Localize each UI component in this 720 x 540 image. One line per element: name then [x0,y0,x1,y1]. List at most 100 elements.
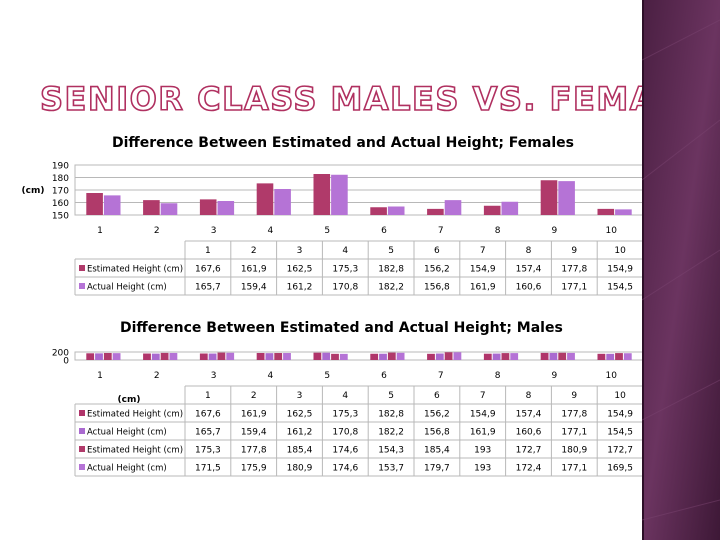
bar [160,352,169,360]
legend-swatch [79,428,85,434]
x-tick-label: 9 [552,371,558,381]
bar [339,353,348,360]
slide-title: SENIOR CLASS MALES VS. FEMALES [39,79,720,120]
bar [370,207,387,215]
y-tick-label: 180 [52,174,69,184]
table-header-cell: 2 [251,391,257,401]
table-header-cell: 4 [342,246,348,256]
bar [606,353,615,360]
bar [169,352,178,360]
bar [313,174,331,215]
bar [95,353,103,360]
table-value-cell: 169,5 [607,464,633,474]
bar [549,352,558,360]
x-tick-label: 4 [268,371,274,381]
bar [199,353,208,360]
male-chart-title: Difference Between Estimated and Actual … [120,320,563,336]
table-header-cell: 4 [342,391,348,401]
bar [483,205,501,215]
bar [112,353,121,360]
bar [160,203,178,215]
legend-label: Actual Height (cm) [87,464,167,474]
table-value-cell: 154,5 [607,428,633,438]
table-value-cell: 159,4 [241,283,267,293]
legend-label: Estimated Height (cm) [87,410,183,420]
table-value-cell: 175,3 [332,410,358,420]
y-tick-label: 150 [52,212,69,222]
x-tick-label: 1 [97,371,103,381]
bar [217,201,235,215]
bar [331,174,348,215]
table-value-cell: 185,4 [424,446,450,456]
table-value-cell: 165,7 [195,283,221,293]
table-value-cell: 157,4 [516,410,542,420]
table-value-cell: 167,6 [195,265,221,275]
bar [615,353,623,360]
y-tick-label: 190 [52,162,69,172]
x-tick-label: 8 [495,371,501,381]
table-value-cell: 154,9 [470,265,496,275]
decorative-side-bar [642,0,720,540]
table-value-cell: 161,9 [470,428,496,438]
table-header-cell: 7 [480,246,486,256]
bar [558,181,575,215]
y-axis-label: (cm) [118,395,141,405]
y-tick-label: 170 [52,187,69,197]
legend-label: Estimated Height (cm) [87,265,183,275]
bar [615,209,632,215]
table-value-cell: 172,7 [607,446,633,456]
bar [256,352,265,360]
y-axis-label: (cm) [22,186,45,196]
table-value-cell: 170,8 [332,428,358,438]
table-value-cell: 154,3 [378,446,404,456]
table-value-cell: 156,8 [424,283,450,293]
x-tick-label: 10 [605,371,617,381]
table-value-cell: 177,8 [561,410,587,420]
table-value-cell: 177,1 [561,428,587,438]
table-value-cell: 193 [474,446,491,456]
x-tick-label: 6 [381,226,387,236]
bar [387,352,396,360]
table-value-cell: 174,6 [332,464,358,474]
legend-swatch [79,265,85,271]
table-header-cell: 10 [614,246,626,256]
bar [501,353,510,360]
table-value-cell: 180,9 [287,464,313,474]
table-value-cell: 172,4 [516,464,542,474]
bar [453,352,462,360]
bar [501,201,519,215]
legend-swatch [79,446,85,452]
table-value-cell: 182,2 [378,283,404,293]
x-tick-label: 4 [268,226,274,236]
table-value-cell: 162,5 [287,410,313,420]
y-tick-label: 200 [52,349,69,359]
x-tick-label: 3 [211,371,217,381]
table-value-cell: 161,9 [241,265,267,275]
table-header-cell: 5 [388,246,394,256]
table-value-cell: 161,2 [287,428,313,438]
bar [217,352,226,360]
table-value-cell: 153,7 [378,464,404,474]
bar [331,353,339,360]
x-tick-label: 5 [324,371,330,381]
bar [103,352,112,360]
bar [597,353,606,360]
bar [265,353,274,360]
legend-label: Estimated Height (cm) [87,446,183,456]
table-value-cell: 171,5 [195,464,221,474]
table-header-cell: 6 [434,391,440,401]
bar [540,352,549,360]
bar [540,180,558,215]
table-value-cell: 167,6 [195,410,221,420]
table-value-cell: 170,8 [332,283,358,293]
x-tick-label: 2 [154,371,160,381]
x-tick-label: 8 [495,226,501,236]
x-tick-label: 2 [154,226,160,236]
table-value-cell: 159,4 [241,428,267,438]
bar [256,183,274,215]
bar [274,353,283,360]
table-value-cell: 161,2 [287,283,313,293]
table-header-cell: 8 [526,246,532,256]
bar [558,352,567,360]
